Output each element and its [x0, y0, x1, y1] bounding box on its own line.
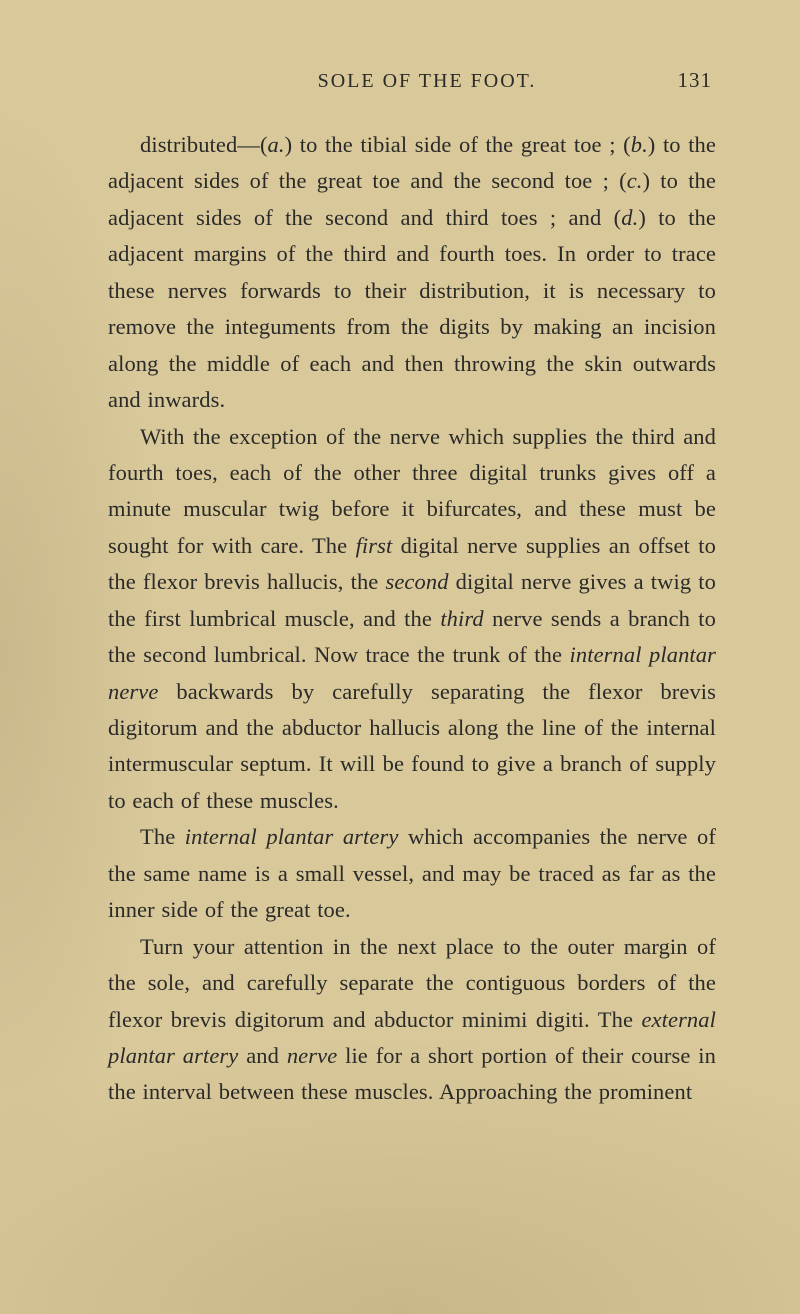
paragraph: Turn your attention in the next place to…: [108, 929, 716, 1111]
text-run: ) to the adjacent margins of the third a…: [108, 205, 716, 412]
running-title: SOLE OF THE FOOT.: [198, 70, 656, 93]
text-run: ) to the tibial side of the great toe ; …: [285, 132, 631, 157]
text-run: Turn your attention in the next place to…: [108, 934, 716, 1032]
text-run: and: [238, 1043, 286, 1068]
body-text: distributed—(a.) to the tibial side of t…: [108, 127, 716, 1111]
italic-run: internal plantar artery: [185, 824, 399, 849]
italic-run: a.: [268, 132, 285, 157]
italic-run: d.: [621, 205, 638, 230]
italic-run: third: [440, 606, 483, 631]
italic-run: second: [385, 569, 448, 594]
paragraph: distributed—(a.) to the tibial side of t…: [108, 127, 716, 419]
running-head: SOLE OF THE FOOT. 131: [108, 68, 716, 93]
italic-run: c.: [627, 168, 643, 193]
italic-run: b.: [631, 132, 648, 157]
italic-run: nerve: [287, 1043, 337, 1068]
italic-run: first: [356, 533, 393, 558]
text-run: distributed—(: [140, 132, 268, 157]
text-run: The: [140, 824, 185, 849]
paragraph: The internal plantar artery which accomp…: [108, 819, 716, 928]
text-run: backwards by carefully separating the fl…: [108, 679, 716, 813]
paragraph: With the exception of the nerve which su…: [108, 419, 716, 820]
scanned-page: SOLE OF THE FOOT. 131 distributed—(a.) t…: [0, 0, 800, 1314]
page-number: 131: [656, 68, 712, 93]
